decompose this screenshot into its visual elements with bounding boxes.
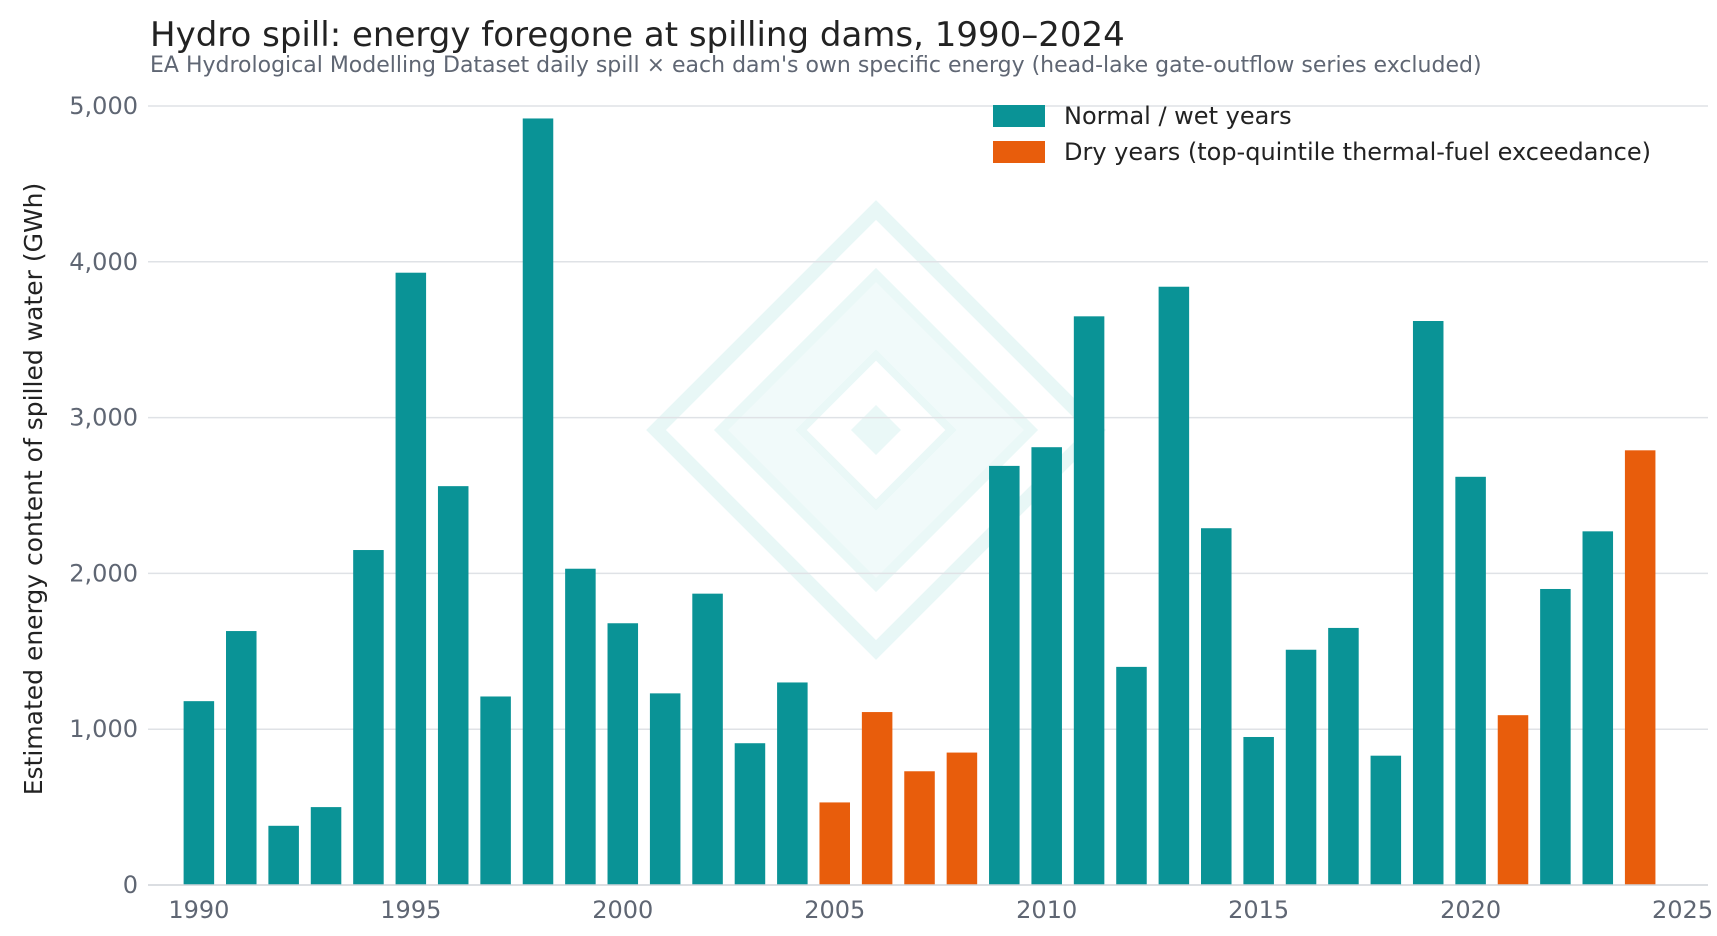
- bars: [183, 118, 1656, 886]
- bar-2024: [1624, 450, 1656, 885]
- x-tick-label: 1990: [168, 896, 229, 924]
- bar-1997: [480, 696, 511, 885]
- bar-1998: [522, 118, 554, 886]
- bar-2009: [989, 465, 1020, 885]
- bar-2022: [1540, 588, 1571, 885]
- x-axis-ticks: 1990 1995 2000 2005 2010 2015 2020 2025: [168, 896, 1713, 924]
- bar-1991: [226, 631, 257, 885]
- bar-2007: [904, 771, 935, 885]
- bar-2005: [819, 802, 850, 885]
- bar-2016: [1285, 649, 1317, 885]
- y-tick-label: 4,000: [69, 248, 138, 276]
- bar-2004: [777, 682, 808, 885]
- y-tick-label: 3,000: [69, 404, 138, 432]
- bar-2015: [1243, 736, 1274, 885]
- y-tick-label: 2,000: [69, 559, 138, 587]
- bar-2008: [946, 752, 978, 885]
- bar-1994: [353, 550, 384, 885]
- legend-label-normal: Normal / wet years: [1064, 102, 1292, 130]
- bar-2011: [1073, 316, 1105, 886]
- y-tick-label: 1,000: [69, 715, 138, 743]
- bar-2010: [1031, 447, 1062, 885]
- watermark-logo-icon: [646, 200, 1106, 660]
- x-tick-label: 2020: [1440, 896, 1501, 924]
- x-tick-label: 2000: [592, 896, 653, 924]
- bar-1993: [310, 807, 342, 885]
- bar-2000: [607, 623, 639, 885]
- bar-2018: [1370, 755, 1402, 885]
- x-tick-label: 2015: [1228, 896, 1289, 924]
- legend: Normal / wet years Dry years (top-quinti…: [993, 102, 1651, 166]
- bar-2001: [649, 693, 681, 885]
- legend-swatch-normal: [993, 105, 1045, 127]
- x-tick-label: 1995: [380, 896, 441, 924]
- x-tick-label: 2005: [804, 896, 865, 924]
- y-tick-label: 5,000: [69, 92, 138, 120]
- bar-1999: [565, 568, 596, 885]
- legend-label-dry: Dry years (top-quintile thermal-fuel exc…: [1064, 138, 1651, 166]
- y-axis-label: Estimated energy content of spilled wate…: [19, 183, 48, 796]
- bar-2003: [734, 743, 766, 885]
- bar-1996: [437, 486, 469, 885]
- bar-1995: [395, 272, 427, 885]
- bar-2006: [861, 712, 893, 885]
- bar-2021: [1497, 715, 1529, 885]
- bar-2020: [1455, 476, 1486, 885]
- x-tick-label: 2025: [1652, 896, 1713, 924]
- y-axis-ticks: 0 1,000 2,000 3,000 4,000 5,000: [69, 92, 138, 899]
- bar-2023: [1582, 531, 1614, 885]
- legend-item-dry: Dry years (top-quintile thermal-fuel exc…: [993, 138, 1651, 166]
- bar-1992: [268, 825, 299, 885]
- legend-item-normal: Normal / wet years: [993, 102, 1292, 130]
- bar-2019: [1412, 321, 1444, 885]
- bar-2012: [1116, 666, 1147, 885]
- legend-swatch-dry: [993, 141, 1045, 163]
- bar-1990: [183, 701, 215, 885]
- bar-2017: [1328, 627, 1359, 885]
- bar-2013: [1158, 286, 1190, 885]
- y-tick-label: 0: [123, 871, 138, 899]
- x-tick-label: 2010: [1016, 896, 1077, 924]
- bar-2002: [692, 593, 723, 885]
- chart-title: Hydro spill: energy foregone at spilling…: [150, 15, 1125, 55]
- chart-subtitle: EA Hydrological Modelling Dataset daily …: [150, 53, 1482, 78]
- bar-2014: [1201, 528, 1232, 885]
